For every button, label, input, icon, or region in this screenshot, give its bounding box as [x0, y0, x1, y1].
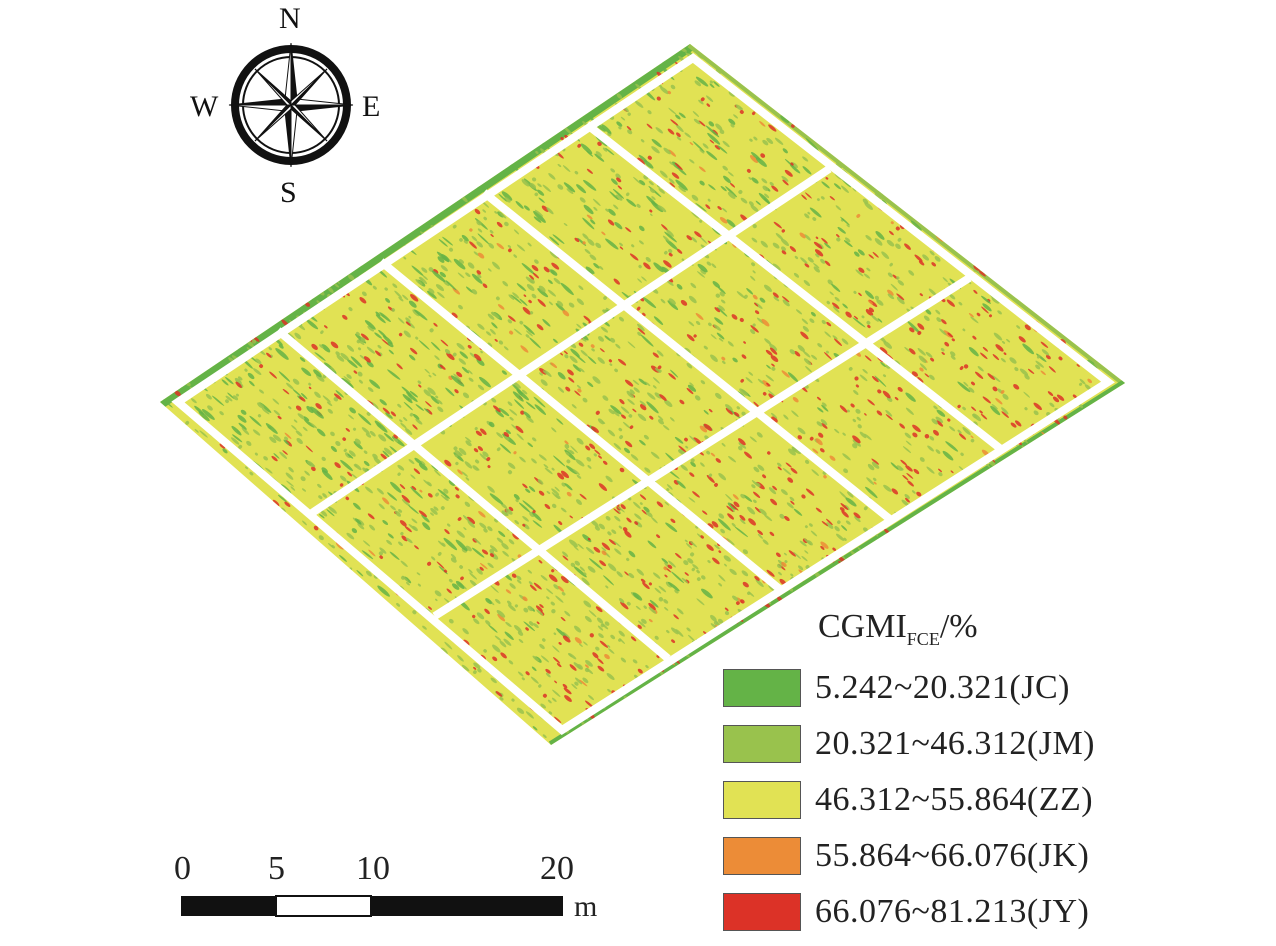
field-edge-green-ne [687, 44, 1125, 387]
legend-title: CGMIFCE/% [818, 608, 978, 650]
legend-label: 55.864~66.076(JK) [815, 837, 1090, 874]
scale-tick-20: 20 [540, 850, 574, 887]
legend-label: 66.076~81.213(JY) [815, 893, 1090, 930]
legend-item-jy: 66.076~81.213(JY) [723, 890, 1089, 934]
field-area [160, 44, 1125, 745]
legend-swatch [723, 781, 801, 819]
legend-label: 46.312~55.864(ZZ) [815, 781, 1094, 818]
compass-north-label: N [279, 2, 301, 35]
legend-title-unit: /% [939, 608, 978, 645]
scale-tick-5: 5 [268, 850, 285, 887]
compass-rose-icon [228, 42, 354, 168]
legend-title-main: CGMI [818, 608, 907, 645]
legend-label: 20.321~46.312(JM) [815, 725, 1096, 762]
legend-label: 5.242~20.321(JC) [815, 669, 1070, 706]
scale-unit: m [574, 890, 598, 923]
legend-swatch [723, 837, 801, 875]
compass-west-label: W [190, 90, 219, 123]
compass-south-label: S [280, 176, 297, 209]
plot-grid [171, 53, 1115, 735]
legend-swatch [723, 669, 801, 707]
scale-bar [181, 895, 563, 917]
compass-east-label: E [362, 90, 381, 123]
legend-item-jm: 20.321~46.312(JM) [723, 722, 1095, 766]
legend-item-zz: 46.312~55.864(ZZ) [723, 778, 1093, 822]
legend-swatch [723, 725, 801, 763]
scale-tick-0: 0 [174, 850, 191, 887]
legend-swatch [723, 893, 801, 931]
scale-tick-10: 10 [356, 850, 390, 887]
legend-item-jc: 5.242~20.321(JC) [723, 666, 1070, 710]
legend-title-sub: FCE [906, 629, 940, 649]
legend-item-jk: 55.864~66.076(JK) [723, 834, 1089, 878]
